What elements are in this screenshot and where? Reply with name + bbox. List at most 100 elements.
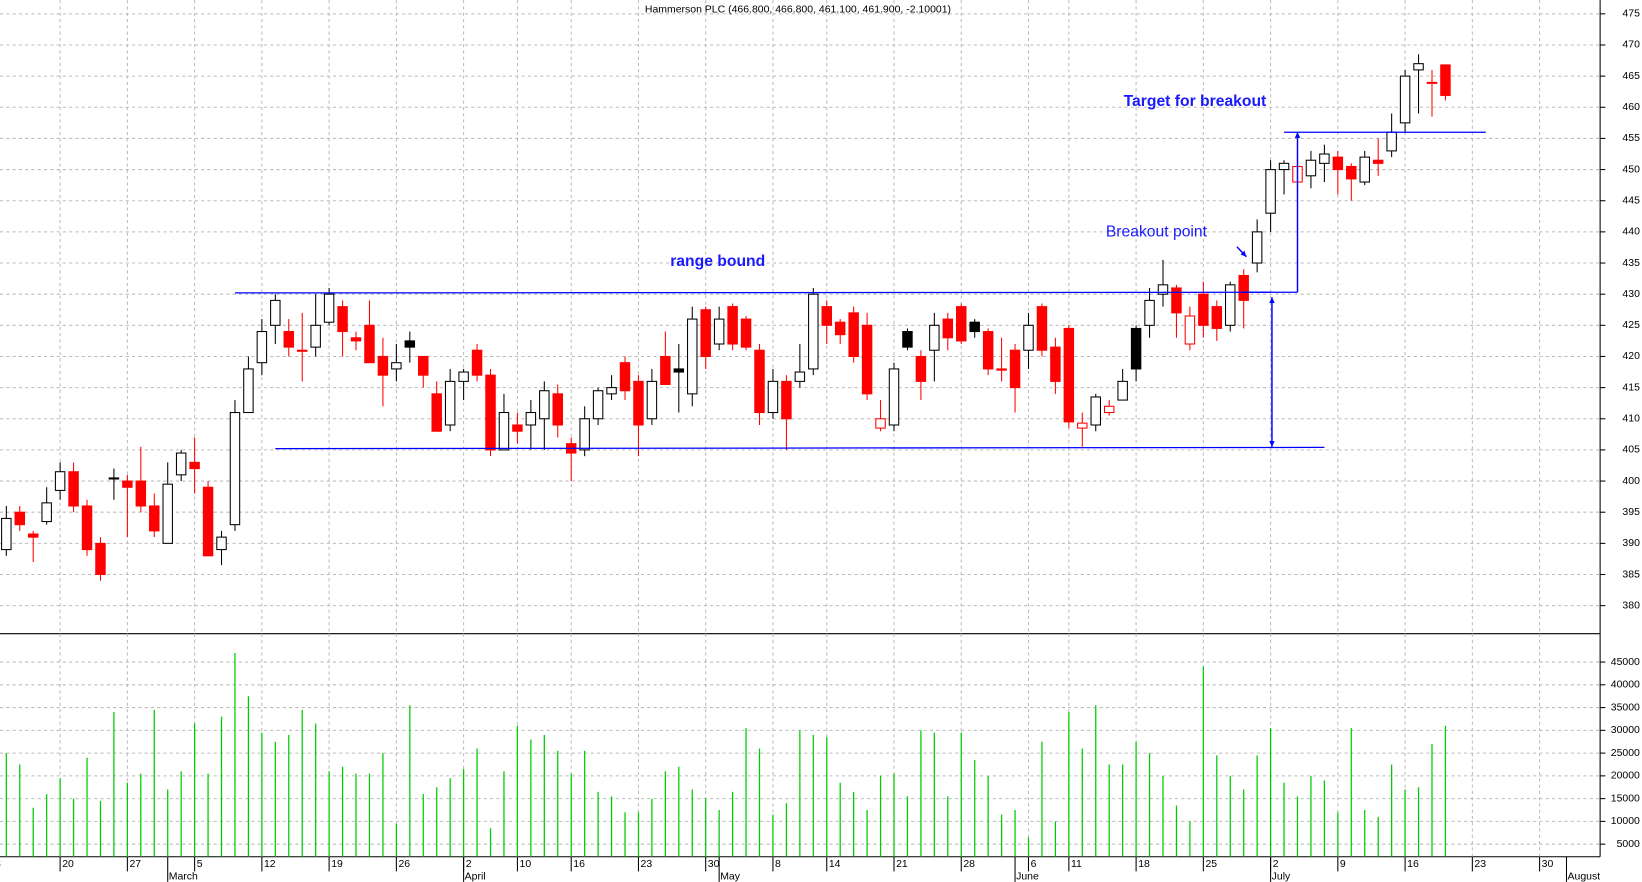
- candle-body: [606, 387, 617, 395]
- candle-body: [633, 380, 644, 426]
- month-label: August: [1568, 871, 1601, 882]
- candle-body: [216, 536, 227, 551]
- candle-body: [1251, 231, 1263, 264]
- candle-body: [243, 368, 254, 414]
- annotation: Breakout point: [1106, 224, 1208, 241]
- candle-body: [1, 517, 12, 551]
- y-tick-label: 405: [1622, 445, 1640, 456]
- candle-body: [418, 355, 429, 376]
- candle-body: [929, 324, 940, 351]
- arrow-head: [1269, 297, 1275, 303]
- y-tick-label: 425: [1622, 320, 1640, 331]
- candle-body: [808, 293, 819, 370]
- candle-body: [969, 321, 980, 333]
- candle-body: [162, 483, 173, 544]
- x-tick-label: 16: [1407, 859, 1419, 870]
- trend-line: [275, 446, 1325, 450]
- x-tick-label: 23: [1474, 859, 1486, 870]
- candle-body: [1332, 156, 1344, 171]
- candle-body: [229, 412, 241, 526]
- candle-body: [444, 380, 456, 426]
- candle-body: [1130, 327, 1142, 370]
- x-tick-label: 2: [1273, 859, 1279, 870]
- candle-body: [781, 380, 792, 420]
- x-tick-label: 30: [708, 859, 720, 870]
- candle-body: [27, 533, 39, 538]
- x-tick-label: 11: [1071, 859, 1082, 870]
- y-tick-label: 465: [1622, 71, 1640, 82]
- y-tick-label: 20000: [1611, 771, 1640, 782]
- y-tick-label: 385: [1622, 569, 1640, 580]
- candle-body: [350, 337, 362, 342]
- candle-body: [902, 331, 913, 348]
- candle-body: [579, 418, 590, 451]
- candle-body: [1225, 284, 1236, 326]
- candle-body: [1238, 274, 1249, 301]
- month-label: April: [465, 871, 486, 882]
- candle-body: [404, 340, 416, 348]
- candle-body: [1023, 324, 1034, 351]
- x-tick-label: 18: [1138, 859, 1150, 870]
- candle-body: [149, 505, 160, 532]
- candle-body: [364, 324, 375, 364]
- x-tick-label: 21: [896, 859, 908, 870]
- candle-body: [310, 324, 321, 348]
- arrow-head: [1269, 441, 1275, 447]
- y-tick-label: 25000: [1611, 748, 1640, 759]
- candle-body: [108, 477, 120, 480]
- y-tick-label: 470: [1622, 40, 1640, 51]
- annotation: Target for breakout: [1124, 93, 1267, 110]
- candle-body: [727, 306, 738, 345]
- candle-body: [283, 331, 295, 348]
- candle-body: [1426, 81, 1438, 84]
- candle-body: [888, 368, 900, 426]
- candle-body: [1103, 405, 1115, 414]
- y-tick-label: 30000: [1611, 725, 1640, 736]
- candle-body: [14, 511, 26, 526]
- candle-body: [1278, 162, 1290, 171]
- candle-body: [256, 331, 268, 364]
- candle-body: [512, 424, 523, 432]
- month-label: June: [1016, 871, 1039, 882]
- y-tick-label: 395: [1622, 507, 1640, 518]
- candle-body: [391, 362, 402, 370]
- candle-body: [525, 412, 537, 426]
- y-tick-label: 460: [1622, 102, 1640, 113]
- candle-body: [539, 390, 550, 420]
- candle-body: [660, 355, 671, 386]
- candle-body: [1184, 315, 1196, 345]
- x-tick-label: 14: [829, 859, 841, 870]
- candle-body: [1413, 63, 1424, 71]
- candle-body: [1305, 159, 1317, 177]
- candle-body: [1036, 306, 1048, 351]
- candle-body: [471, 349, 483, 376]
- candle-body: [687, 318, 698, 395]
- candle-body: [323, 293, 335, 323]
- annotation: range bound: [670, 253, 765, 270]
- y-tick-label: 390: [1622, 538, 1640, 549]
- y-tick-label: 420: [1622, 351, 1640, 362]
- candle-body: [431, 393, 442, 432]
- candle-body: [337, 306, 348, 333]
- candle-body: [54, 471, 66, 491]
- candle-body: [1050, 346, 1061, 382]
- y-tick-label: 455: [1622, 133, 1640, 144]
- candle-body: [41, 502, 52, 523]
- y-tick-label: 430: [1622, 289, 1640, 300]
- candle-body: [942, 318, 954, 339]
- candle-body: [821, 306, 832, 326]
- candle-body: [982, 331, 994, 370]
- candle-body: [377, 355, 389, 376]
- candle-body: [848, 312, 859, 357]
- x-tick-label: 23: [641, 859, 653, 870]
- candle-body: [175, 452, 187, 476]
- x-tick-label: 12: [264, 859, 276, 870]
- x-tick-label: 16: [573, 859, 585, 870]
- x-tick-label: 25: [1205, 859, 1217, 870]
- candle-body: [498, 412, 510, 451]
- candle-body: [861, 324, 873, 395]
- arrow-head: [1240, 250, 1247, 257]
- x-tick-label: 30: [1542, 859, 1554, 870]
